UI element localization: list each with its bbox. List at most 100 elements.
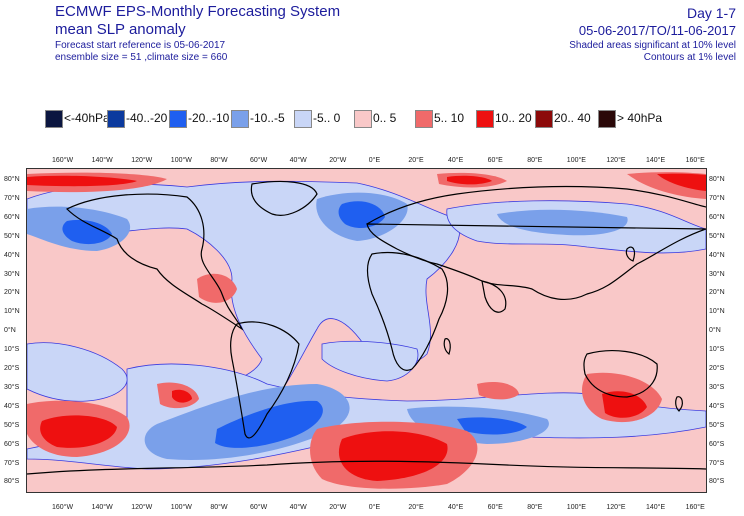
ensemble-info: ensemble size = 51 ,climate size = 660 (55, 52, 228, 63)
legend-label: -10..-5 (250, 111, 285, 125)
pos-strong-anomaly (602, 391, 647, 418)
latitude-tick: 50°S (709, 421, 725, 429)
longitude-tick: 40°W (289, 157, 307, 164)
latitude-tick: 0°N (4, 327, 16, 335)
legend-label: 10.. 20 (495, 111, 532, 125)
legend-swatch (169, 110, 187, 128)
latitude-tick: 10°N (4, 308, 20, 316)
legend-label: -20..-10 (188, 111, 230, 125)
longitude-tick: 80°E (527, 157, 543, 164)
longitude-tick: 120°W (131, 157, 153, 164)
map-canvas (27, 169, 706, 492)
longitude-tick: 0°E (368, 504, 381, 511)
legend-swatch (535, 110, 553, 128)
latitude-tick: 20°S (4, 365, 20, 372)
longitude-tick: 60°W (250, 504, 268, 511)
latitude-tick: 20°N (4, 289, 20, 297)
legend-label: -5.. 0 (313, 111, 341, 125)
latitude-tick: 80°N (709, 176, 725, 183)
latitude-tick: 60°S (709, 440, 725, 448)
latitude-tick: 40°S (4, 402, 20, 410)
latitude-tick: 30°N (709, 270, 725, 278)
date-range: 05-06-2017/TO/11-06-2017 (578, 23, 736, 38)
pos-strong-anomaly (338, 431, 448, 481)
legend-swatch (231, 110, 249, 128)
legend-swatch (415, 110, 433, 128)
neg-small-anomaly (27, 342, 128, 402)
legend-swatch (107, 110, 125, 128)
longitude-tick: 140°W (91, 157, 113, 164)
latitude-tick: 50°N (4, 232, 20, 240)
shaded-note: Shaded areas significant at 10% level (569, 40, 736, 51)
neg-strong-anomaly (338, 201, 385, 229)
longitude-tick: 20°W (329, 157, 347, 164)
legend-label: > 40hPa (617, 111, 663, 125)
legend-swatch (294, 110, 312, 128)
longitude-tick: 80°E (527, 504, 543, 511)
pos-strong-anomaly (27, 175, 137, 187)
legend-label: 0.. 5 (373, 111, 397, 125)
coastlines (27, 180, 706, 475)
latitude-tick: 20°N (709, 289, 725, 297)
latitude-tick: 60°N (4, 213, 20, 221)
contour-note: Contours at 1% level (643, 52, 736, 63)
title-line-1: ECMWF EPS-Monthly Forecasting System (55, 3, 341, 20)
latitude-tick: 30°S (709, 383, 725, 391)
latitude-tick: 40°S (709, 402, 725, 410)
forecast-reference: Forecast start reference is 05-06-2017 (55, 40, 226, 51)
latitude-tick: 80°S (709, 478, 725, 486)
longitude-tick: 80°W (210, 157, 228, 164)
longitude-tick: 100°W (170, 157, 192, 164)
pos-strong-anomaly (657, 173, 706, 191)
neg-medium-anomaly (497, 209, 628, 236)
latitude-tick: 60°S (4, 440, 20, 448)
latitude-tick: 10°S (709, 346, 725, 354)
legend-swatch (598, 110, 616, 128)
longitude-tick: 40°W (289, 504, 307, 511)
longitude-tick: 120°E (606, 504, 626, 511)
longitude-tick: 120°W (131, 504, 153, 511)
longitude-tick: 120°E (606, 157, 626, 164)
longitude-tick: 140°E (646, 504, 666, 511)
latitude-tick: 50°S (4, 421, 20, 429)
latitude-tick: 40°N (709, 251, 725, 259)
longitude-tick: 80°W (210, 504, 228, 511)
neg-strong-anomaly (457, 417, 527, 435)
longitude-tick: 60°E (487, 504, 503, 511)
longitude-tick: 0°E (368, 157, 381, 164)
legend-label: -40..-20 (126, 111, 168, 125)
latitude-tick: 80°S (4, 478, 20, 486)
latitude-tick: 30°S (4, 383, 20, 391)
longitude-tick: 140°E (646, 157, 666, 164)
slp-anomaly-map (26, 168, 707, 493)
title-line-2: mean SLP anomaly (55, 21, 186, 38)
latitude-tick: 40°N (4, 251, 20, 259)
longitude-tick: 20°E (408, 504, 424, 511)
latitude-tick: 10°S (4, 346, 20, 354)
longitude-tick: 160°E (685, 504, 705, 511)
latitude-tick: 70°S (4, 459, 20, 467)
latitude-tick: 0°N (709, 327, 721, 335)
longitude-tick: 40°E (448, 157, 464, 164)
longitude-tick: 20°W (329, 504, 347, 511)
legend-swatch (45, 110, 63, 128)
latitude-tick: 30°N (4, 270, 20, 278)
legend-label: <-40hPa (64, 111, 110, 125)
legend-swatch (476, 110, 494, 128)
pos-strong-anomaly (172, 389, 192, 403)
legend-label: 5.. 10 (434, 111, 465, 125)
pos-medium-anomaly (477, 382, 519, 400)
latitude-tick: 20°S (709, 365, 725, 372)
pos-strong-anomaly (447, 175, 492, 185)
legend-label: 20.. 40 (554, 111, 591, 125)
latitude-tick: 80°N (4, 176, 20, 183)
latitude-tick: 70°S (709, 459, 725, 467)
latitude-tick: 70°N (709, 194, 725, 202)
longitude-tick: 140°W (91, 504, 113, 511)
longitude-tick: 40°E (448, 504, 464, 511)
longitude-tick: 160°W (52, 157, 74, 164)
longitude-tick: 20°E (408, 157, 424, 164)
latitude-tick: 50°N (709, 232, 725, 240)
neg-strong-anomaly (215, 400, 323, 448)
neg-strong-anomaly (62, 219, 112, 245)
